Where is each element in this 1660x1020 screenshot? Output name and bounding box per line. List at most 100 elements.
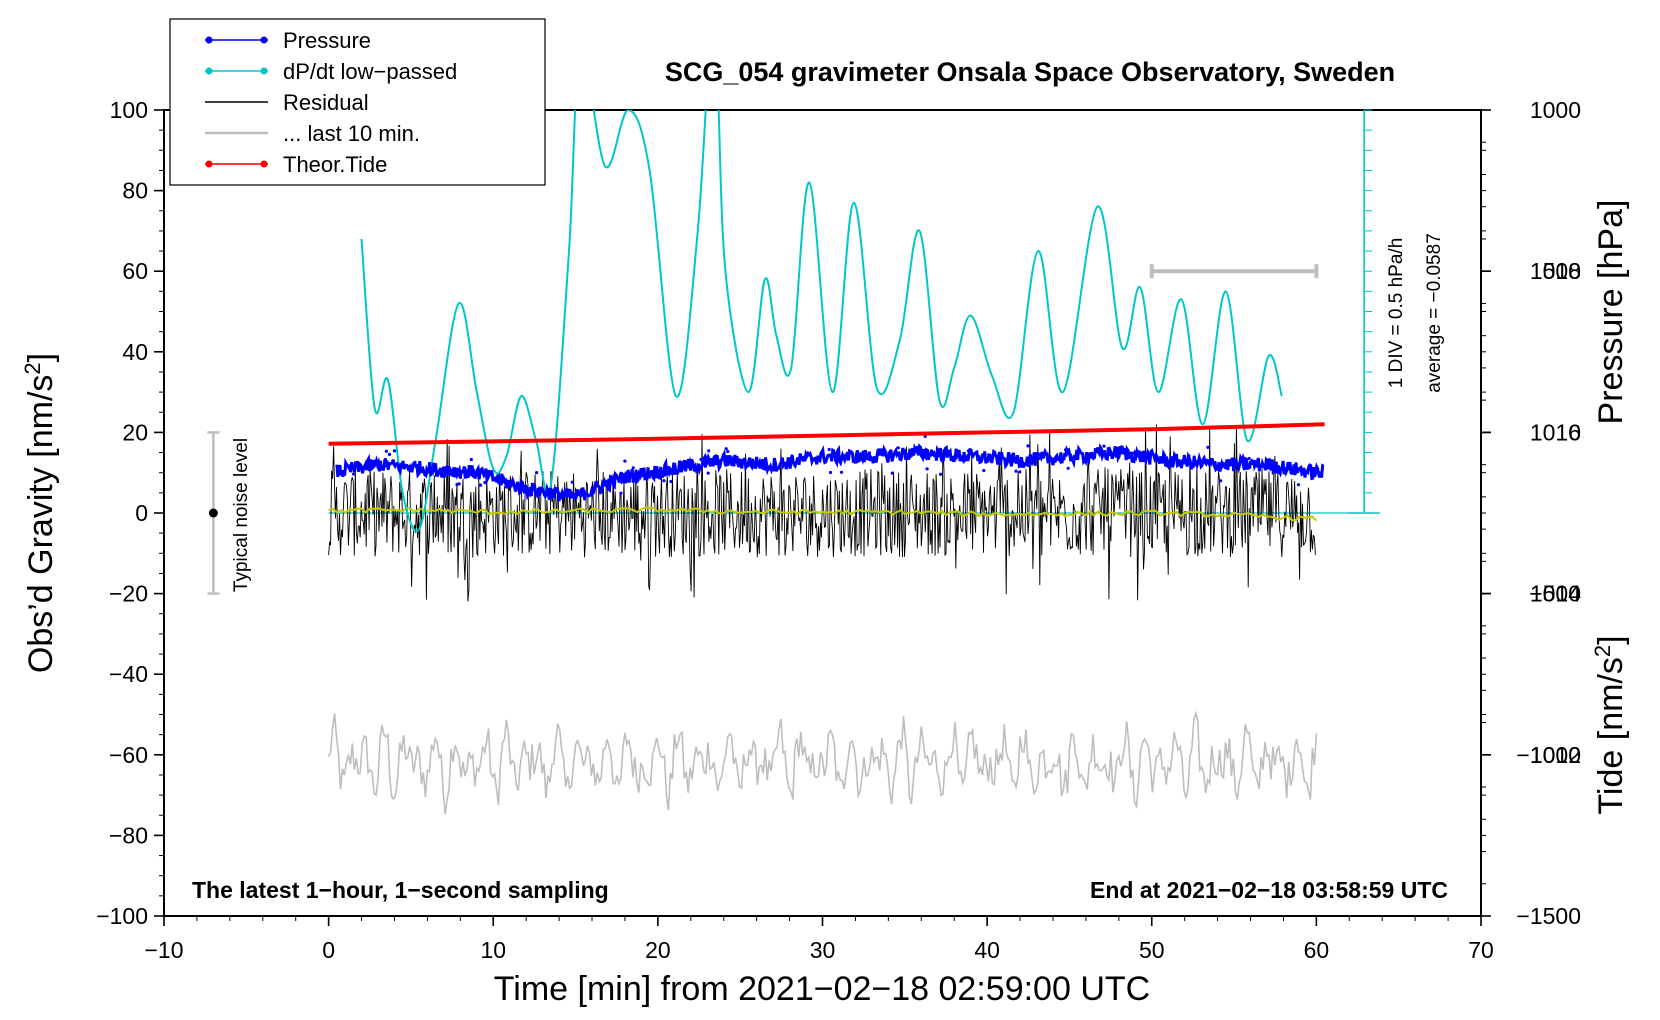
pressure-point [413, 460, 417, 464]
pressure-point [1206, 445, 1210, 449]
pressure-point [631, 466, 635, 470]
pressure-point [553, 495, 557, 499]
pressure-point [1065, 452, 1069, 456]
pressure-point [623, 459, 627, 463]
pressure-point [392, 449, 397, 453]
pressure-point [828, 470, 833, 475]
y-tick-label: −60 [109, 742, 148, 768]
pressure-point [1014, 469, 1018, 473]
legend-marker [260, 36, 268, 44]
annotation-bottom-left: The latest 1−hour, 1−second sampling [192, 877, 609, 903]
tide-tick-label: −1500 [1516, 903, 1581, 929]
pressure-point [1018, 470, 1022, 474]
noise-bar-center [208, 508, 218, 518]
pressure-point [1131, 451, 1135, 455]
y-tick-label: −40 [109, 661, 148, 687]
x-tick-label: 30 [810, 937, 836, 963]
y-axis-label-tide: Tide [nm/s2] [1590, 635, 1630, 814]
pressure-point [1037, 456, 1041, 461]
legend-label: dP/dt low−passed [283, 59, 457, 84]
y-axis-label-left: Obs’d Gravity [nm/s2] [20, 353, 60, 673]
legend-marker [260, 67, 268, 75]
pressure-point [409, 469, 413, 473]
legend-label: ... last 10 min. [283, 121, 420, 146]
pressure-point [570, 480, 574, 484]
dpdt-average-label: average = −0.0587 [1424, 233, 1445, 393]
pressure-point [724, 447, 728, 451]
series-dpdt [360, 110, 1283, 533]
series-pressure [335, 442, 1325, 502]
pressure-tick-label: 1018 [1530, 258, 1581, 284]
dpdt-scale-label: 1 DIV = 0.5 hPa/h [1386, 238, 1407, 389]
y-tick-label: −20 [109, 581, 148, 607]
pressure-point [662, 479, 666, 483]
pressure-point [966, 449, 971, 453]
legend-label: Pressure [283, 28, 371, 53]
pressure-point [457, 482, 461, 486]
pressure-point [699, 457, 703, 462]
pressure-point [1296, 483, 1301, 487]
pressure-point [726, 449, 730, 454]
y-tick-label: 0 [135, 500, 148, 526]
pressure-point [1165, 464, 1169, 468]
pressure-point [478, 483, 483, 487]
pressure-point [469, 457, 473, 462]
series-last-10-min [327, 710, 1318, 815]
x-tick-label: 60 [1304, 937, 1330, 963]
series-theor-tide [328, 422, 1325, 446]
pressure-point [473, 474, 477, 479]
x-tick-label: 70 [1468, 937, 1494, 963]
tide-tick-label: 500 [1543, 258, 1581, 284]
pressure-tick-label: 1012 [1530, 742, 1581, 768]
pressure-point [925, 467, 929, 471]
legend-marker [205, 160, 213, 168]
pressure-point [619, 491, 623, 495]
pressure-point [483, 480, 487, 485]
pressure-point [707, 449, 711, 453]
series-residual-smoothed [328, 506, 1318, 522]
pressure-point [559, 493, 563, 497]
tide-tick-label: −1000 [1516, 742, 1581, 768]
pressure-point [1026, 444, 1030, 448]
pressure-point [493, 476, 497, 480]
x-tick-label: 20 [645, 937, 671, 963]
y-tick-label: 20 [122, 419, 148, 445]
tide-tick-label: −500 [1529, 581, 1581, 607]
pressure-point [1219, 479, 1223, 483]
pressure-point [352, 472, 356, 476]
pressure-point [1063, 448, 1068, 452]
y-axis-label-pressure: Pressure [hPa] [1592, 200, 1630, 425]
pressure-point [719, 458, 723, 462]
pressure-point [896, 446, 900, 450]
chart-title: SCG_054 gravimeter Onsala Space Observat… [665, 57, 1395, 87]
y-tick-label: 60 [122, 258, 148, 284]
pressure-point [903, 450, 907, 454]
pressure-point [839, 470, 844, 474]
y-tick-label: 80 [122, 178, 148, 204]
legend-marker [205, 36, 213, 44]
pressure-point [561, 496, 565, 500]
x-tick-label: −10 [144, 937, 183, 963]
legend-label: Theor.Tide [283, 152, 387, 177]
pressure-point [442, 468, 446, 472]
pressure-point [535, 471, 539, 475]
pressure-point [706, 471, 710, 475]
y-tick-label: −100 [96, 903, 148, 929]
tide-tick-label: 0 [1568, 419, 1581, 445]
pressure-point [387, 452, 392, 456]
pressure-point [686, 458, 690, 462]
legend-marker [205, 67, 213, 75]
legend-label: Residual [283, 90, 369, 115]
pressure-point [672, 471, 676, 475]
x-tick-label: 50 [1139, 937, 1165, 963]
y-tick-label: 100 [110, 97, 148, 123]
legend-marker [260, 160, 268, 168]
legend: Pressure dP/dt low−passed Residual ... last… [169, 18, 546, 186]
pressure-tick-label: 1014 [1530, 581, 1581, 607]
x-tick-label: 0 [322, 937, 335, 963]
x-tick-label: 10 [480, 937, 506, 963]
pressure-point [939, 472, 943, 476]
y-tick-label: 40 [122, 339, 148, 365]
pressure-point [890, 471, 894, 475]
pressure-point [982, 468, 986, 473]
